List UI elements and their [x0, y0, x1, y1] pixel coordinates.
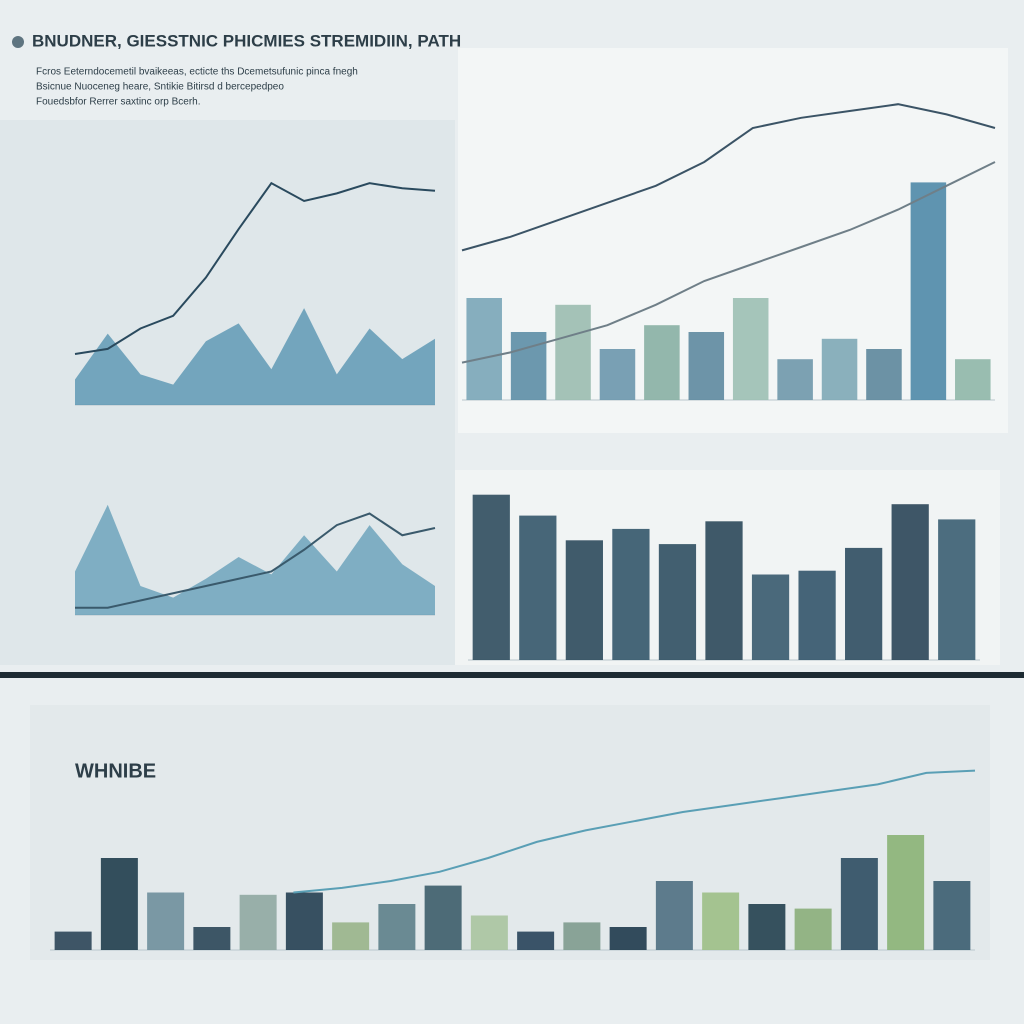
bar: [821, 338, 858, 400]
bar: [609, 927, 647, 950]
area: [75, 308, 435, 405]
bar: [470, 915, 508, 950]
icon: [12, 36, 24, 48]
bar: [705, 521, 743, 660]
bar: [655, 881, 693, 950]
bar: [955, 359, 991, 400]
line: [461, 161, 996, 364]
bar: [938, 519, 976, 660]
bar: [510, 332, 547, 400]
bar: [777, 359, 813, 400]
bar: [732, 298, 769, 400]
bar: [563, 922, 601, 950]
subtitle: Fcros Eeterndocemetil bvaikeeas, ecticte…: [36, 67, 358, 78]
bar: [193, 927, 231, 950]
bar: [840, 858, 878, 950]
subtitle: Bsicnue Nuoceneg heare, Sntikie Bitirsd …: [36, 82, 284, 93]
area: [75, 504, 435, 615]
bar: [644, 325, 680, 400]
bar: [519, 515, 557, 660]
bar: [798, 570, 836, 660]
line: [461, 103, 996, 252]
bar: [555, 304, 591, 400]
bar: [866, 349, 902, 400]
bar: [688, 332, 725, 400]
bar: [239, 894, 277, 950]
bar: [887, 835, 925, 950]
bar: [910, 182, 947, 400]
title: BNUDNER, GIESSTNIC PHICMIES STREMIDIIN, …: [32, 31, 461, 50]
line: [293, 769, 976, 894]
bar: [517, 931, 555, 950]
bar: [794, 908, 832, 950]
line: [75, 512, 436, 609]
bar: [891, 504, 929, 660]
bar: [565, 540, 603, 660]
line: [74, 181, 436, 355]
bar: [748, 904, 786, 950]
bar: [599, 349, 636, 400]
bar: [424, 885, 462, 950]
bar: [466, 298, 502, 400]
bar: [285, 892, 323, 950]
subtitle: Fouedsbfor Rerrer saxtinc orp Bcerh.: [36, 97, 201, 108]
bar: [612, 528, 650, 660]
bar: [100, 858, 138, 950]
bar: [751, 574, 790, 660]
bar: [147, 892, 185, 950]
bar: [378, 904, 416, 950]
bar: [332, 922, 370, 950]
bar: [472, 494, 510, 660]
bar: [933, 881, 971, 950]
bar: [658, 544, 697, 660]
bar: [54, 931, 92, 950]
divider: [0, 672, 1024, 678]
chart-label: WHNIBE: [75, 760, 156, 782]
bar: [845, 547, 883, 660]
bar: [702, 892, 740, 950]
